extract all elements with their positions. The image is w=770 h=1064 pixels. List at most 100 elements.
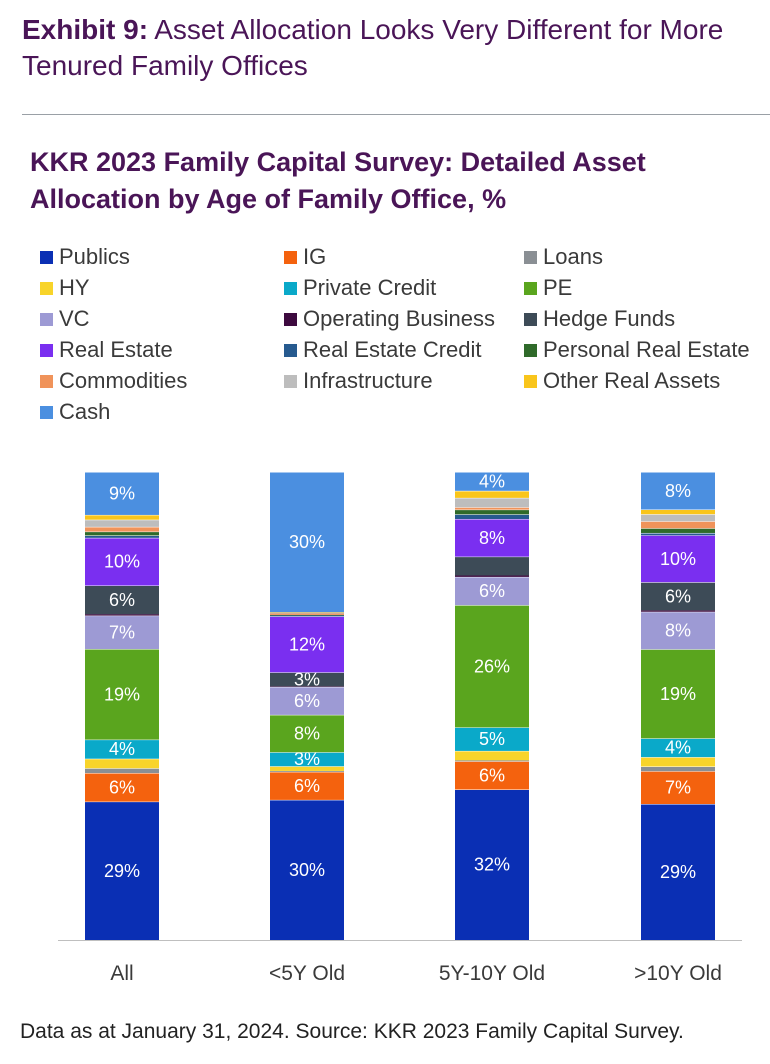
data-label: 12%	[289, 634, 325, 654]
bar-segment	[641, 514, 715, 522]
bar-segment	[85, 526, 159, 532]
bar-segment	[270, 672, 344, 687]
data-label: 19%	[660, 684, 696, 704]
bar-segment	[85, 648, 159, 740]
bar-segment	[455, 490, 529, 498]
legend-swatch	[524, 374, 537, 388]
bar-segment	[85, 585, 159, 615]
legend-item: VC	[40, 304, 90, 334]
bar-segment	[270, 615, 344, 617]
bar-segment	[455, 760, 529, 762]
legend-label: PE	[543, 275, 573, 300]
data-label: 6%	[479, 765, 505, 785]
bar-segment	[641, 649, 715, 739]
legend-label: Personal Real Estate	[543, 337, 750, 362]
legend-label: HY	[59, 275, 90, 300]
legend-swatch	[40, 405, 53, 419]
bar-segment	[455, 507, 529, 510]
legend-item: Publics	[40, 242, 130, 272]
bar-segment	[641, 738, 715, 758]
bar-segment	[641, 521, 715, 529]
bar-segment	[641, 472, 715, 510]
legend-label: Real Estate	[59, 337, 173, 362]
data-label: 3%	[294, 669, 320, 689]
bar-segment	[85, 615, 159, 649]
legend-label: Commodities	[59, 368, 188, 393]
data-label: 30%	[289, 532, 325, 552]
bar-segment	[641, 532, 715, 536]
legend-swatch	[40, 250, 53, 264]
data-label: 26%	[474, 656, 510, 676]
legend-item: Personal Real Estate	[524, 335, 750, 365]
bar-segment	[455, 472, 529, 491]
bar-segment	[85, 758, 159, 769]
legend-swatch	[40, 312, 53, 326]
data-label: 8%	[479, 528, 505, 548]
bar-segment	[270, 614, 344, 616]
legend-swatch	[284, 250, 297, 264]
bar-segment	[85, 537, 159, 586]
legend-swatch	[40, 343, 53, 357]
data-label: 3%	[294, 749, 320, 769]
bar-segment	[85, 739, 159, 759]
legend-label: Private Credit	[303, 275, 437, 300]
bar-segment	[270, 770, 344, 772]
data-label: 32%	[474, 855, 510, 875]
legend-item: Infrastructure	[284, 366, 433, 396]
bar-segment	[270, 799, 344, 940]
data-label: 6%	[109, 777, 135, 797]
bar-segment	[270, 714, 344, 753]
bar-segment	[270, 686, 344, 715]
legend-swatch	[40, 281, 53, 295]
bar-segment	[85, 514, 159, 520]
bar-segment	[455, 761, 529, 790]
data-label: 4%	[109, 739, 135, 759]
legend-label: Cash	[59, 399, 111, 424]
bar-segment	[455, 789, 529, 940]
bar-segment	[85, 768, 159, 774]
bar-segment	[270, 766, 344, 771]
legend-item: PE	[524, 273, 572, 303]
bar-segment	[270, 612, 344, 613]
bar-segment	[270, 771, 344, 800]
bar-segment	[85, 801, 159, 940]
data-label: 10%	[660, 549, 696, 569]
bar-segment	[455, 556, 529, 576]
source-footnote: Data as at January 31, 2024. Source: KKR…	[20, 1020, 684, 1043]
bar-segment	[641, 535, 715, 583]
bar-segment	[641, 766, 715, 772]
data-label: 19%	[104, 684, 140, 704]
bar-segment	[455, 509, 529, 515]
bar-segment	[270, 613, 344, 615]
bar-segment	[455, 727, 529, 751]
legend-swatch	[284, 312, 297, 326]
bar-segment	[270, 686, 344, 687]
data-label: 10%	[104, 552, 140, 572]
legend-label: IG	[303, 244, 327, 269]
legend-swatch	[284, 281, 297, 295]
legend-item: Loans	[524, 242, 603, 272]
bar-segment	[85, 773, 159, 802]
legend-item: Other Real Assets	[524, 366, 720, 396]
legend-label: Loans	[543, 244, 603, 269]
bar-segment	[641, 757, 715, 767]
data-label: 8%	[294, 724, 320, 744]
legend-label: VC	[59, 306, 90, 331]
bar-segment	[270, 612, 344, 614]
x-tick-label: >10Y Old	[634, 962, 722, 985]
bar-segment	[85, 614, 159, 616]
data-label: 29%	[104, 861, 140, 881]
bar-segment	[85, 535, 159, 538]
bar-segment	[455, 575, 529, 577]
bar-segment	[641, 610, 715, 612]
bar-segment	[455, 750, 529, 761]
legend-label: Publics	[59, 244, 130, 269]
data-label: 7%	[109, 622, 135, 642]
divider	[22, 114, 770, 115]
legend-item: IG	[284, 242, 326, 272]
x-tick-label: <5Y Old	[269, 962, 345, 985]
bar-segment	[85, 472, 159, 515]
legend-item: Real Estate	[40, 335, 173, 365]
legend-item: HY	[40, 273, 90, 303]
exhibit-heading: Exhibit 9: Asset Allocation Looks Very D…	[22, 12, 752, 84]
